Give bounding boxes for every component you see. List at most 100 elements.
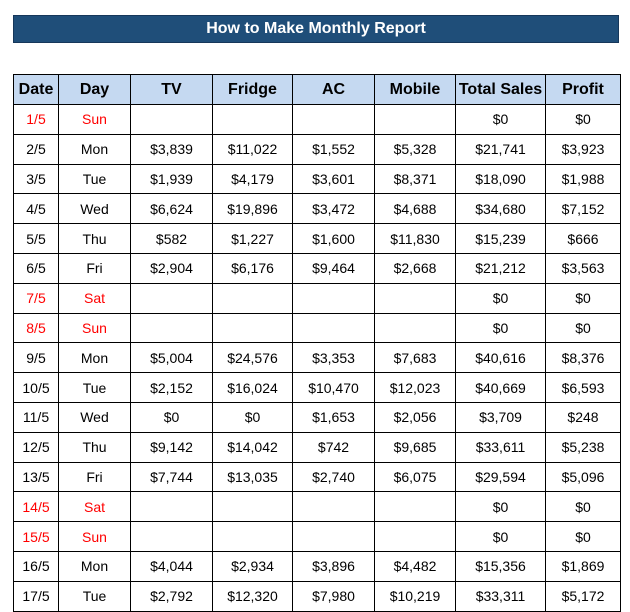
total-sales-cell[interactable]: $33,611 — [455, 431, 546, 463]
day-cell[interactable]: Sun — [58, 521, 131, 552]
total-sales-cell[interactable]: $33,311 — [455, 580, 546, 612]
fridge-cell[interactable] — [212, 104, 293, 135]
tv-cell[interactable]: $9,142 — [130, 431, 213, 463]
mobile-cell[interactable] — [374, 312, 456, 344]
fridge-cell[interactable]: $14,042 — [212, 431, 293, 463]
day-cell[interactable]: Mon — [58, 133, 131, 165]
profit-cell[interactable]: $666 — [545, 223, 621, 254]
total-sales-cell[interactable]: $0 — [455, 491, 546, 523]
fridge-cell[interactable]: $13,035 — [212, 461, 293, 493]
mobile-cell[interactable]: $5,328 — [374, 133, 456, 165]
total-sales-cell[interactable]: $15,239 — [455, 223, 546, 254]
mobile-cell[interactable]: $2,056 — [374, 401, 456, 433]
day-cell[interactable]: Sun — [58, 104, 131, 135]
ac-cell[interactable]: $3,353 — [292, 342, 375, 374]
mobile-cell[interactable]: $4,482 — [374, 550, 456, 582]
mobile-cell[interactable]: $4,688 — [374, 193, 456, 225]
day-cell[interactable]: Fri — [58, 461, 131, 493]
ac-cell[interactable]: $3,601 — [292, 163, 375, 195]
header-profit[interactable]: Profit — [545, 74, 621, 105]
fridge-cell[interactable]: $11,022 — [212, 133, 293, 165]
date-cell[interactable]: 5/5 — [13, 223, 59, 254]
tv-cell[interactable] — [130, 491, 213, 523]
header-fridge[interactable]: Fridge — [212, 74, 293, 105]
fridge-cell[interactable]: $1,227 — [212, 223, 293, 254]
header-ac[interactable]: AC — [292, 74, 375, 105]
date-cell[interactable]: 8/5 — [13, 312, 59, 344]
ac-cell[interactable]: $1,600 — [292, 223, 375, 254]
profit-cell[interactable]: $1,988 — [545, 163, 621, 195]
date-cell[interactable]: 11/5 — [13, 401, 59, 433]
total-sales-cell[interactable]: $0 — [455, 312, 546, 344]
tv-cell[interactable]: $582 — [130, 223, 213, 254]
total-sales-cell[interactable]: $34,680 — [455, 193, 546, 225]
day-cell[interactable]: Mon — [58, 550, 131, 582]
day-cell[interactable]: Thu — [58, 223, 131, 254]
profit-cell[interactable]: $0 — [545, 491, 621, 523]
tv-cell[interactable]: $3,839 — [130, 133, 213, 165]
fridge-cell[interactable] — [212, 521, 293, 552]
total-sales-cell[interactable]: $15,356 — [455, 550, 546, 582]
header-day[interactable]: Day — [58, 74, 131, 105]
date-cell[interactable]: 10/5 — [13, 372, 59, 403]
fridge-cell[interactable] — [212, 491, 293, 523]
date-cell[interactable]: 1/5 — [13, 104, 59, 135]
profit-cell[interactable]: $6,593 — [545, 372, 621, 403]
profit-cell[interactable]: $5,172 — [545, 580, 621, 612]
mobile-cell[interactable] — [374, 491, 456, 523]
ac-cell[interactable] — [292, 312, 375, 344]
date-cell[interactable]: 13/5 — [13, 461, 59, 493]
date-cell[interactable]: 12/5 — [13, 431, 59, 463]
tv-cell[interactable]: $0 — [130, 401, 213, 433]
total-sales-cell[interactable]: $29,594 — [455, 461, 546, 493]
ac-cell[interactable]: $3,896 — [292, 550, 375, 582]
fridge-cell[interactable]: $2,934 — [212, 550, 293, 582]
day-cell[interactable]: Tue — [58, 163, 131, 195]
tv-cell[interactable]: $6,624 — [130, 193, 213, 225]
mobile-cell[interactable]: $11,830 — [374, 223, 456, 254]
header-tv[interactable]: TV — [130, 74, 213, 105]
ac-cell[interactable]: $1,653 — [292, 401, 375, 433]
fridge-cell[interactable]: $4,179 — [212, 163, 293, 195]
mobile-cell[interactable] — [374, 521, 456, 552]
day-cell[interactable]: Fri — [58, 252, 131, 284]
tv-cell[interactable]: $7,744 — [130, 461, 213, 493]
total-sales-cell[interactable]: $21,741 — [455, 133, 546, 165]
ac-cell[interactable]: $1,552 — [292, 133, 375, 165]
total-sales-cell[interactable]: $0 — [455, 104, 546, 135]
tv-cell[interactable] — [130, 521, 213, 552]
date-cell[interactable]: 14/5 — [13, 491, 59, 523]
total-sales-cell[interactable]: $3,709 — [455, 401, 546, 433]
mobile-cell[interactable]: $7,683 — [374, 342, 456, 374]
tv-cell[interactable]: $5,004 — [130, 342, 213, 374]
date-cell[interactable]: 6/5 — [13, 252, 59, 284]
day-cell[interactable]: Sun — [58, 312, 131, 344]
mobile-cell[interactable]: $2,668 — [374, 252, 456, 284]
header-total-sales[interactable]: Total Sales — [455, 74, 546, 105]
profit-cell[interactable]: $5,238 — [545, 431, 621, 463]
total-sales-cell[interactable]: $40,616 — [455, 342, 546, 374]
fridge-cell[interactable]: $6,176 — [212, 252, 293, 284]
date-cell[interactable]: 17/5 — [13, 580, 59, 612]
profit-cell[interactable]: $8,376 — [545, 342, 621, 374]
tv-cell[interactable]: $4,044 — [130, 550, 213, 582]
fridge-cell[interactable] — [212, 282, 293, 314]
tv-cell[interactable]: $2,152 — [130, 372, 213, 403]
mobile-cell[interactable] — [374, 104, 456, 135]
profit-cell[interactable]: $0 — [545, 104, 621, 135]
tv-cell[interactable] — [130, 104, 213, 135]
total-sales-cell[interactable]: $0 — [455, 521, 546, 552]
date-cell[interactable]: 2/5 — [13, 133, 59, 165]
fridge-cell[interactable]: $24,576 — [212, 342, 293, 374]
ac-cell[interactable]: $10,470 — [292, 372, 375, 403]
date-cell[interactable]: 3/5 — [13, 163, 59, 195]
day-cell[interactable]: Thu — [58, 431, 131, 463]
tv-cell[interactable] — [130, 282, 213, 314]
day-cell[interactable]: Wed — [58, 401, 131, 433]
mobile-cell[interactable]: $9,685 — [374, 431, 456, 463]
profit-cell[interactable]: $0 — [545, 521, 621, 552]
date-cell[interactable]: 7/5 — [13, 282, 59, 314]
profit-cell[interactable]: $0 — [545, 312, 621, 344]
day-cell[interactable]: Tue — [58, 580, 131, 612]
profit-cell[interactable]: $0 — [545, 282, 621, 314]
